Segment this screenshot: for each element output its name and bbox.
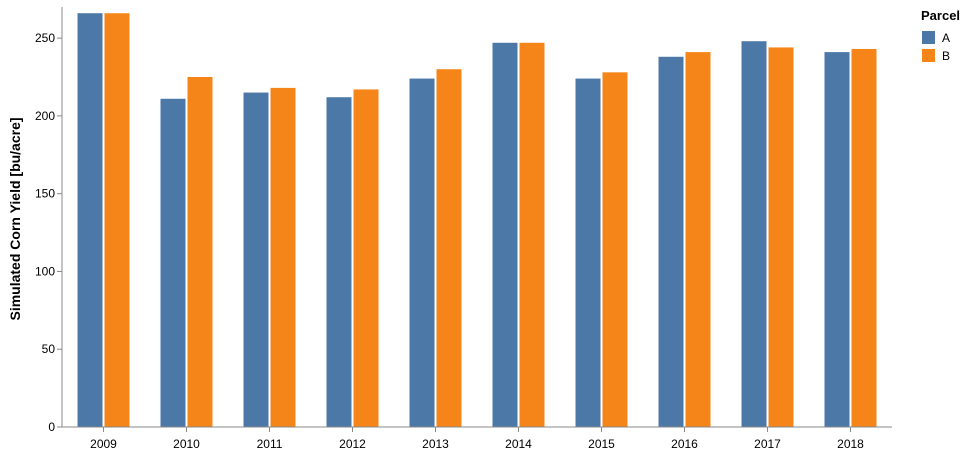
x-tick-label-2014: 2014: [505, 437, 532, 451]
x-tick-label-2011: 2011: [257, 437, 283, 451]
bar-b-2016: [685, 52, 711, 428]
bar-a-2018: [824, 52, 850, 428]
bar-a-2009: [77, 13, 103, 427]
x-tick-label-2013: 2013: [422, 437, 449, 451]
bar-b-2014: [519, 42, 545, 427]
y-tick-label-250: 250: [35, 31, 55, 45]
x-axis-ticks: 2009 2010 2011 2012 2013 2014 2015 2016 2017 2018: [90, 427, 864, 451]
bar-b-2011: [270, 87, 296, 427]
legend: Parcel AB: [921, 8, 960, 63]
legend-title: Parcel: [921, 8, 960, 23]
bar-b-2015: [602, 72, 628, 427]
bar-a-2015: [575, 78, 601, 427]
legend-swatch-b: [922, 49, 935, 62]
bars: [77, 13, 877, 428]
legend-items: AB: [922, 31, 950, 63]
y-tick-label-50: 50: [42, 342, 56, 356]
x-tick-label-2012: 2012: [339, 437, 366, 451]
bar-a-2014: [492, 42, 518, 427]
bar-b-2013: [436, 69, 462, 427]
y-tick-label-100: 100: [35, 264, 55, 278]
bar-a-2010: [160, 98, 186, 427]
x-tick-label-2009: 2009: [90, 437, 117, 451]
bar-a-2013: [409, 78, 435, 427]
bar-a-2017: [741, 41, 767, 427]
bar-a-2016: [658, 56, 684, 427]
x-tick-label-2010: 2010: [173, 437, 200, 451]
y-axis-ticks: 0 50 100 150 200 250: [35, 31, 62, 434]
bar-a-2012: [326, 97, 352, 427]
legend-label-b: B: [942, 49, 950, 63]
bar-b-2017: [768, 47, 794, 427]
x-tick-label-2018: 2018: [837, 437, 864, 451]
x-tick-label-2015: 2015: [588, 437, 615, 451]
bar-a-2011: [243, 92, 269, 427]
legend-swatch-a: [922, 31, 935, 44]
x-tick-label-2017: 2017: [754, 437, 781, 451]
bar-b-2010: [187, 77, 213, 427]
legend-label-a: A: [942, 31, 950, 45]
bar-b-2012: [353, 89, 379, 427]
plot-area: 0 50 100 150 200 250 2009 2010 2011 2012 2013 2014…: [35, 7, 892, 451]
y-tick-label-150: 150: [35, 187, 55, 201]
x-tick-label-2016: 2016: [671, 437, 698, 451]
y-axis-title: Simulated Corn Yield [bu/acre]: [7, 117, 23, 320]
bar-b-2018: [851, 49, 877, 427]
bar-b-2009: [104, 13, 130, 427]
y-tick-label-200: 200: [35, 109, 55, 123]
y-tick-label-0: 0: [48, 420, 55, 434]
